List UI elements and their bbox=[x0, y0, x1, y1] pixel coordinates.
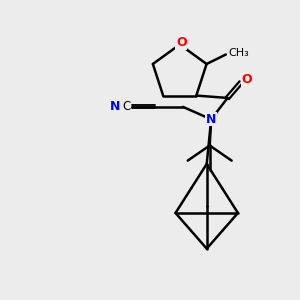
Text: O: O bbox=[176, 36, 187, 49]
Text: CH₃: CH₃ bbox=[228, 48, 249, 58]
Text: O: O bbox=[242, 73, 252, 86]
Text: C: C bbox=[122, 100, 130, 113]
Text: N: N bbox=[206, 113, 216, 126]
Text: N: N bbox=[110, 100, 120, 113]
